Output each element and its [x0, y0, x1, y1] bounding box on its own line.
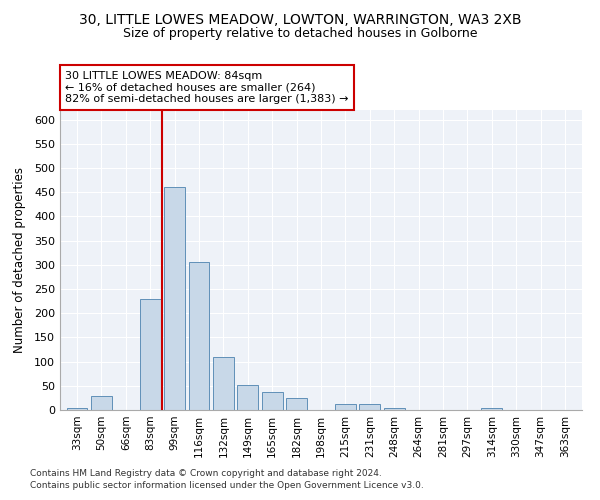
- Bar: [384, 408, 404, 410]
- Text: 30, LITTLE LOWES MEADOW, LOWTON, WARRINGTON, WA3 2XB: 30, LITTLE LOWES MEADOW, LOWTON, WARRING…: [79, 12, 521, 26]
- Bar: [359, 404, 380, 410]
- Text: Size of property relative to detached houses in Golborne: Size of property relative to detached ho…: [123, 28, 477, 40]
- Text: Contains HM Land Registry data © Crown copyright and database right 2024.: Contains HM Land Registry data © Crown c…: [30, 468, 382, 477]
- Bar: [481, 408, 502, 410]
- Bar: [335, 404, 356, 410]
- Bar: [164, 188, 185, 410]
- Bar: [91, 396, 112, 410]
- Bar: [67, 408, 88, 410]
- Bar: [140, 298, 161, 410]
- Y-axis label: Number of detached properties: Number of detached properties: [13, 167, 26, 353]
- Bar: [286, 398, 307, 410]
- Bar: [213, 357, 234, 410]
- Text: 30 LITTLE LOWES MEADOW: 84sqm
← 16% of detached houses are smaller (264)
82% of : 30 LITTLE LOWES MEADOW: 84sqm ← 16% of d…: [65, 71, 349, 104]
- Text: Contains public sector information licensed under the Open Government Licence v3: Contains public sector information licen…: [30, 481, 424, 490]
- Bar: [238, 385, 258, 410]
- Bar: [262, 392, 283, 410]
- Bar: [188, 262, 209, 410]
